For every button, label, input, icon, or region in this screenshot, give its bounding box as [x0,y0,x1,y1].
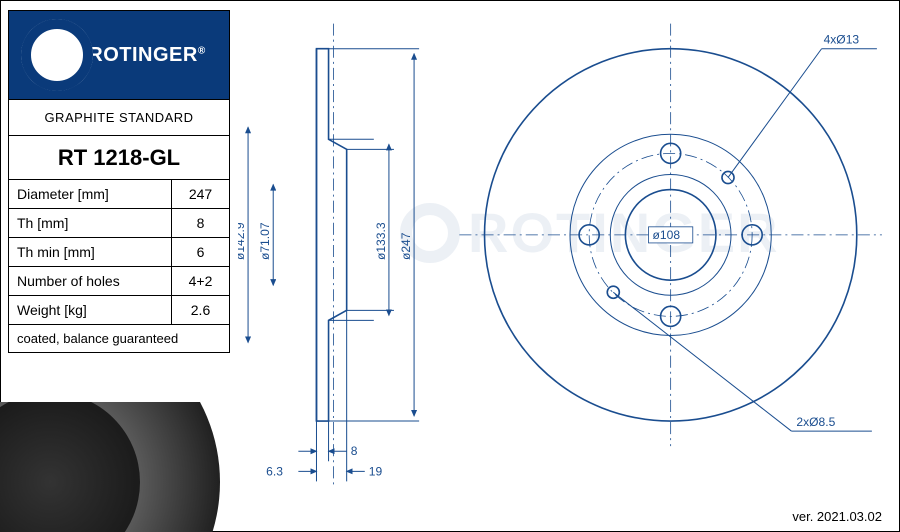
table-row: Th min [mm]6 [9,238,230,267]
dim-d1: ø142.9 [238,222,247,260]
dim-holes-aux: 2xØ8.5 [796,415,835,429]
part-number: RT 1218-GL [8,136,230,180]
logo-box: ROTINGER® [8,10,230,100]
spec-value: 247 [172,180,230,209]
logo-ring-icon [21,19,93,91]
spec-value: 8 [172,209,230,238]
standard-label: GRAPHITE STANDARD [8,100,230,136]
table-row: Th [mm]8 [9,209,230,238]
spec-label: Weight [kg] [9,296,172,325]
dim-outer: ø247 [399,232,413,260]
spec-label: Th min [mm] [9,238,172,267]
table-row: Number of holes4+2 [9,267,230,296]
dim-d3: ø133.3 [374,222,388,260]
spec-table: Diameter [mm]247 Th [mm]8 Th min [mm]6 N… [8,180,230,325]
spec-label: Diameter [mm] [9,180,172,209]
side-profile: ø142.9 ø71.07 ø133.3 ø247 6.3 19 8 [238,24,419,487]
dim-hub-depth: 19 [369,464,383,478]
product-photo [0,402,230,532]
spec-value: 4+2 [172,267,230,296]
version-label: ver. 2021.03.02 [792,509,882,524]
spec-label: Number of holes [9,267,172,296]
dim-d2: ø71.07 [258,222,272,260]
footnote: coated, balance guaranteed [8,325,230,353]
dim-th: 8 [351,444,358,458]
dim-holes-main: 4xØ13 [824,33,860,47]
dim-hub: ø108 [653,228,681,242]
spec-value: 6 [172,238,230,267]
left-panel: ROTINGER® GRAPHITE STANDARD RT 1218-GL D… [8,10,230,353]
spec-value: 2.6 [172,296,230,325]
brand-name: ROTINGER® [88,44,205,67]
table-row: Weight [kg]2.6 [9,296,230,325]
table-row: Diameter [mm]247 [9,180,230,209]
technical-drawing: ø142.9 ø71.07 ø133.3 ø247 6.3 19 8 ø108 [238,8,892,502]
dim-offset: 6.3 [266,464,283,478]
front-view: ø108 4xØ13 2xØ8.5 [459,24,882,447]
spec-label: Th [mm] [9,209,172,238]
